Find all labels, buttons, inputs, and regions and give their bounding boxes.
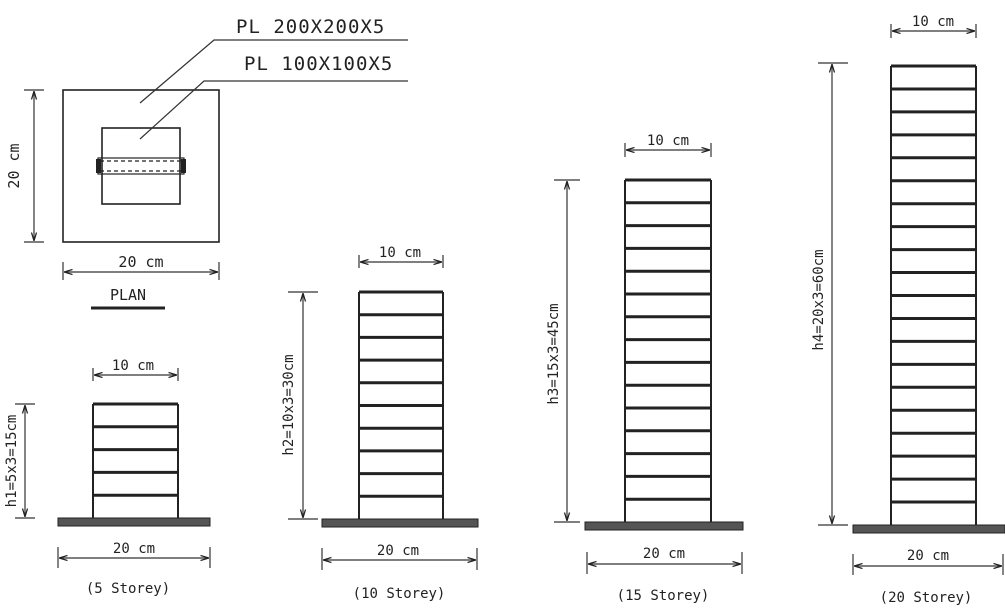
base-width-dim: 20 cm [113,541,155,557]
top-width-dim: 10 cm [647,133,689,149]
ground-base [584,521,744,531]
ground-base [321,518,479,528]
plan-view: PL 200X200X5 PL 100X100X5 20 cm 20 cm PL… [5,16,408,310]
model-20-storey: 10 cm h4=20x3=60cm 20 cm (20 Storey) [811,14,1005,606]
plan-width-dim: 20 cm [118,253,163,271]
model-caption: (20 Storey) [880,590,973,606]
height-dim: h3=15x3=45cm [546,303,562,404]
ground-base [852,524,1005,534]
top-width-dim: 10 cm [112,358,154,374]
model-caption: (15 Storey) [617,588,710,604]
top-width-dim: 10 cm [912,14,954,30]
inner-plate-label: PL 100X100X5 [244,53,393,75]
height-dim: h1=5x3=15cm [4,415,20,508]
outer-plate-label: PL 200X200X5 [236,16,385,38]
plan-height-dim: 20 cm [5,143,23,188]
base-width-dim: 20 cm [907,548,949,564]
model-5-storey: 10 cm h1=5x3=15cm 20 cm (5 Storey) [4,358,211,597]
base-width-dim: 20 cm [643,546,685,562]
model-15-storey: 10 cm h3=15x3=45cm 20 cm (15 Storey) [546,133,744,604]
inner-plate-leader [139,80,408,140]
model-20-frame [890,64,977,525]
model-10-frame [358,290,444,519]
outer-plate [62,89,220,243]
inner-plate [101,127,181,205]
ground-base [57,517,211,527]
height-dim: h4=20x3=60cm [811,249,827,350]
base-width-dim: 20 cm [377,543,419,559]
outer-plate-leader [139,39,408,104]
top-width-dim: 10 cm [379,245,421,261]
model-caption: (5 Storey) [86,581,170,597]
height-dim: h2=10x3=30cm [281,354,297,455]
model-5-frame [92,402,179,518]
model-10-storey: 10 cm h2=10x3=30cm 20 cm (10 Storey) [281,245,479,602]
plan-title: PLAN [110,286,146,304]
model-15-frame [624,178,712,522]
model-caption: (10 Storey) [353,586,446,602]
